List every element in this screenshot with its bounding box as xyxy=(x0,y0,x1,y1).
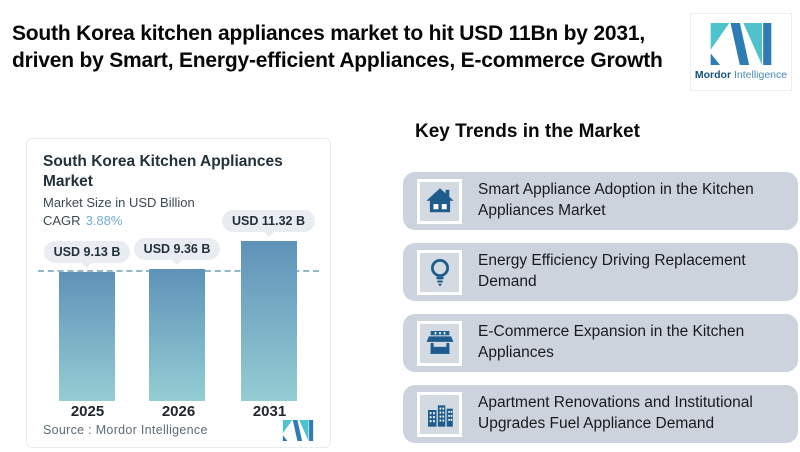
chart-source-row: Source : Mordor Intelligence xyxy=(43,419,314,441)
trend-card-apartment-renovations: Apartment Renovations and Institutional … xyxy=(403,385,798,443)
bar-value-label: USD 11.32 B xyxy=(232,214,305,228)
bar-value-label: USD 9.13 B xyxy=(53,245,121,259)
x-tick-2026: 2026 xyxy=(161,403,196,420)
brand-logo-text: Mordor Intelligence xyxy=(695,69,787,81)
trend-icon-box xyxy=(417,391,462,437)
bar-chart-plot: USD 9.13 B USD 9.36 B USD 11.32 B xyxy=(38,201,319,401)
chart-cagr: CAGR 3.88% xyxy=(43,213,122,228)
trend-text: E-Commerce Expansion in the Kitchen Appl… xyxy=(478,323,745,361)
cagr-label: CAGR xyxy=(43,213,81,228)
bar-column-2025: USD 9.13 B xyxy=(42,201,132,401)
bar-column-2026: USD 9.36 B xyxy=(132,201,222,401)
source-text: Source : Mordor Intelligence xyxy=(43,423,208,437)
trend-icon-box xyxy=(417,320,462,366)
storefront-icon xyxy=(426,331,453,354)
bar-value-pill: USD 9.13 B xyxy=(43,241,131,263)
market-chart-card: South Korea Kitchen Appliances Market Ma… xyxy=(26,138,331,448)
bar-value-label: USD 9.36 B xyxy=(143,242,211,256)
bar-value-pill: USD 11.32 B xyxy=(222,210,315,232)
x-tick-2031: 2031 xyxy=(252,403,287,420)
bar-value-pill: USD 9.36 B xyxy=(133,238,221,260)
bar-2031 xyxy=(240,241,297,401)
trend-text: Smart Appliance Adoption in the Kitchen … xyxy=(478,181,754,219)
trend-icon-box xyxy=(417,249,462,295)
chart-subtitle: Market Size in USD Billion xyxy=(43,195,195,210)
brand-logo: Mordor Intelligence xyxy=(690,13,792,91)
mordor-logo-icon xyxy=(710,23,772,65)
smart-home-icon xyxy=(425,188,454,213)
trend-card-energy-efficiency: Energy Efficiency Driving Replacement De… xyxy=(403,243,798,301)
chart-title: South Korea Kitchen Appliances Market xyxy=(43,153,283,190)
page-title: South Korea kitchen appliances market to… xyxy=(12,20,680,74)
bar-column-2031: USD 11.32 B xyxy=(222,201,315,401)
trend-card-ecommerce: E-Commerce Expansion in the Kitchen Appl… xyxy=(403,314,798,372)
bar-2025 xyxy=(59,272,115,401)
buildings-icon xyxy=(427,405,453,427)
trend-icon-box xyxy=(417,178,462,224)
x-axis-labels: 2025 2026 2031 xyxy=(42,403,315,423)
trend-text: Apartment Renovations and Institutional … xyxy=(478,394,753,432)
bar-2026 xyxy=(149,269,206,401)
page-title-line2: driven by Smart, Energy-efficient Applia… xyxy=(12,49,663,72)
page-title-line1: South Korea kitchen appliances market to… xyxy=(12,22,645,45)
trend-card-smart-appliance: Smart Appliance Adoption in the Kitchen … xyxy=(403,172,798,230)
brand-name-light: Intelligence xyxy=(733,69,788,81)
cagr-value: 3.88% xyxy=(85,213,123,228)
trend-text: Energy Efficiency Driving Replacement De… xyxy=(478,252,746,290)
lightbulb-icon xyxy=(430,259,449,287)
bar-columns: USD 9.13 B USD 9.36 B USD 11.32 B xyxy=(42,201,315,401)
mordor-mini-logo-icon xyxy=(282,419,314,441)
brand-name-bold: Mordor xyxy=(694,69,732,81)
trends-heading: Key Trends in the Market xyxy=(415,121,640,142)
x-tick-2025: 2025 xyxy=(70,403,105,420)
